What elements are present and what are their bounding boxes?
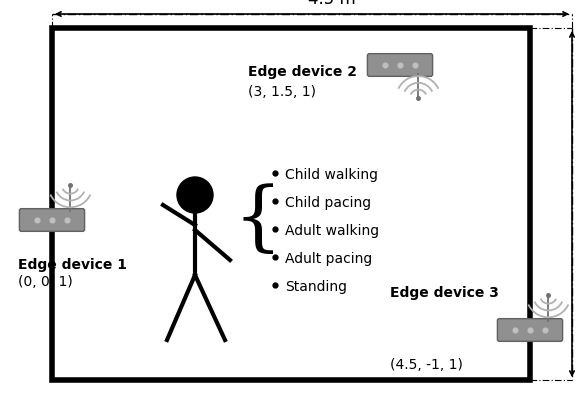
FancyBboxPatch shape: [20, 208, 84, 231]
Text: 4.5 m: 4.5 m: [308, 0, 356, 8]
Text: Edge device 1: Edge device 1: [18, 258, 127, 272]
Text: Adult pacing: Adult pacing: [285, 252, 372, 266]
Text: Child walking: Child walking: [285, 168, 378, 182]
Text: Child pacing: Child pacing: [285, 196, 371, 210]
Text: Edge device 3: Edge device 3: [390, 286, 499, 300]
FancyBboxPatch shape: [498, 319, 562, 341]
FancyBboxPatch shape: [368, 54, 432, 76]
Text: (0, 0, 1): (0, 0, 1): [18, 275, 73, 289]
Bar: [52, 28, 530, 380]
Text: Edge device 2: Edge device 2: [248, 65, 357, 79]
Text: (4.5, -1, 1): (4.5, -1, 1): [390, 358, 463, 372]
Circle shape: [177, 177, 213, 213]
Text: (3, 1.5, 1): (3, 1.5, 1): [248, 85, 316, 99]
Text: Adult walking: Adult walking: [285, 224, 379, 238]
Text: Standing: Standing: [285, 280, 347, 294]
Text: {: {: [234, 183, 282, 257]
